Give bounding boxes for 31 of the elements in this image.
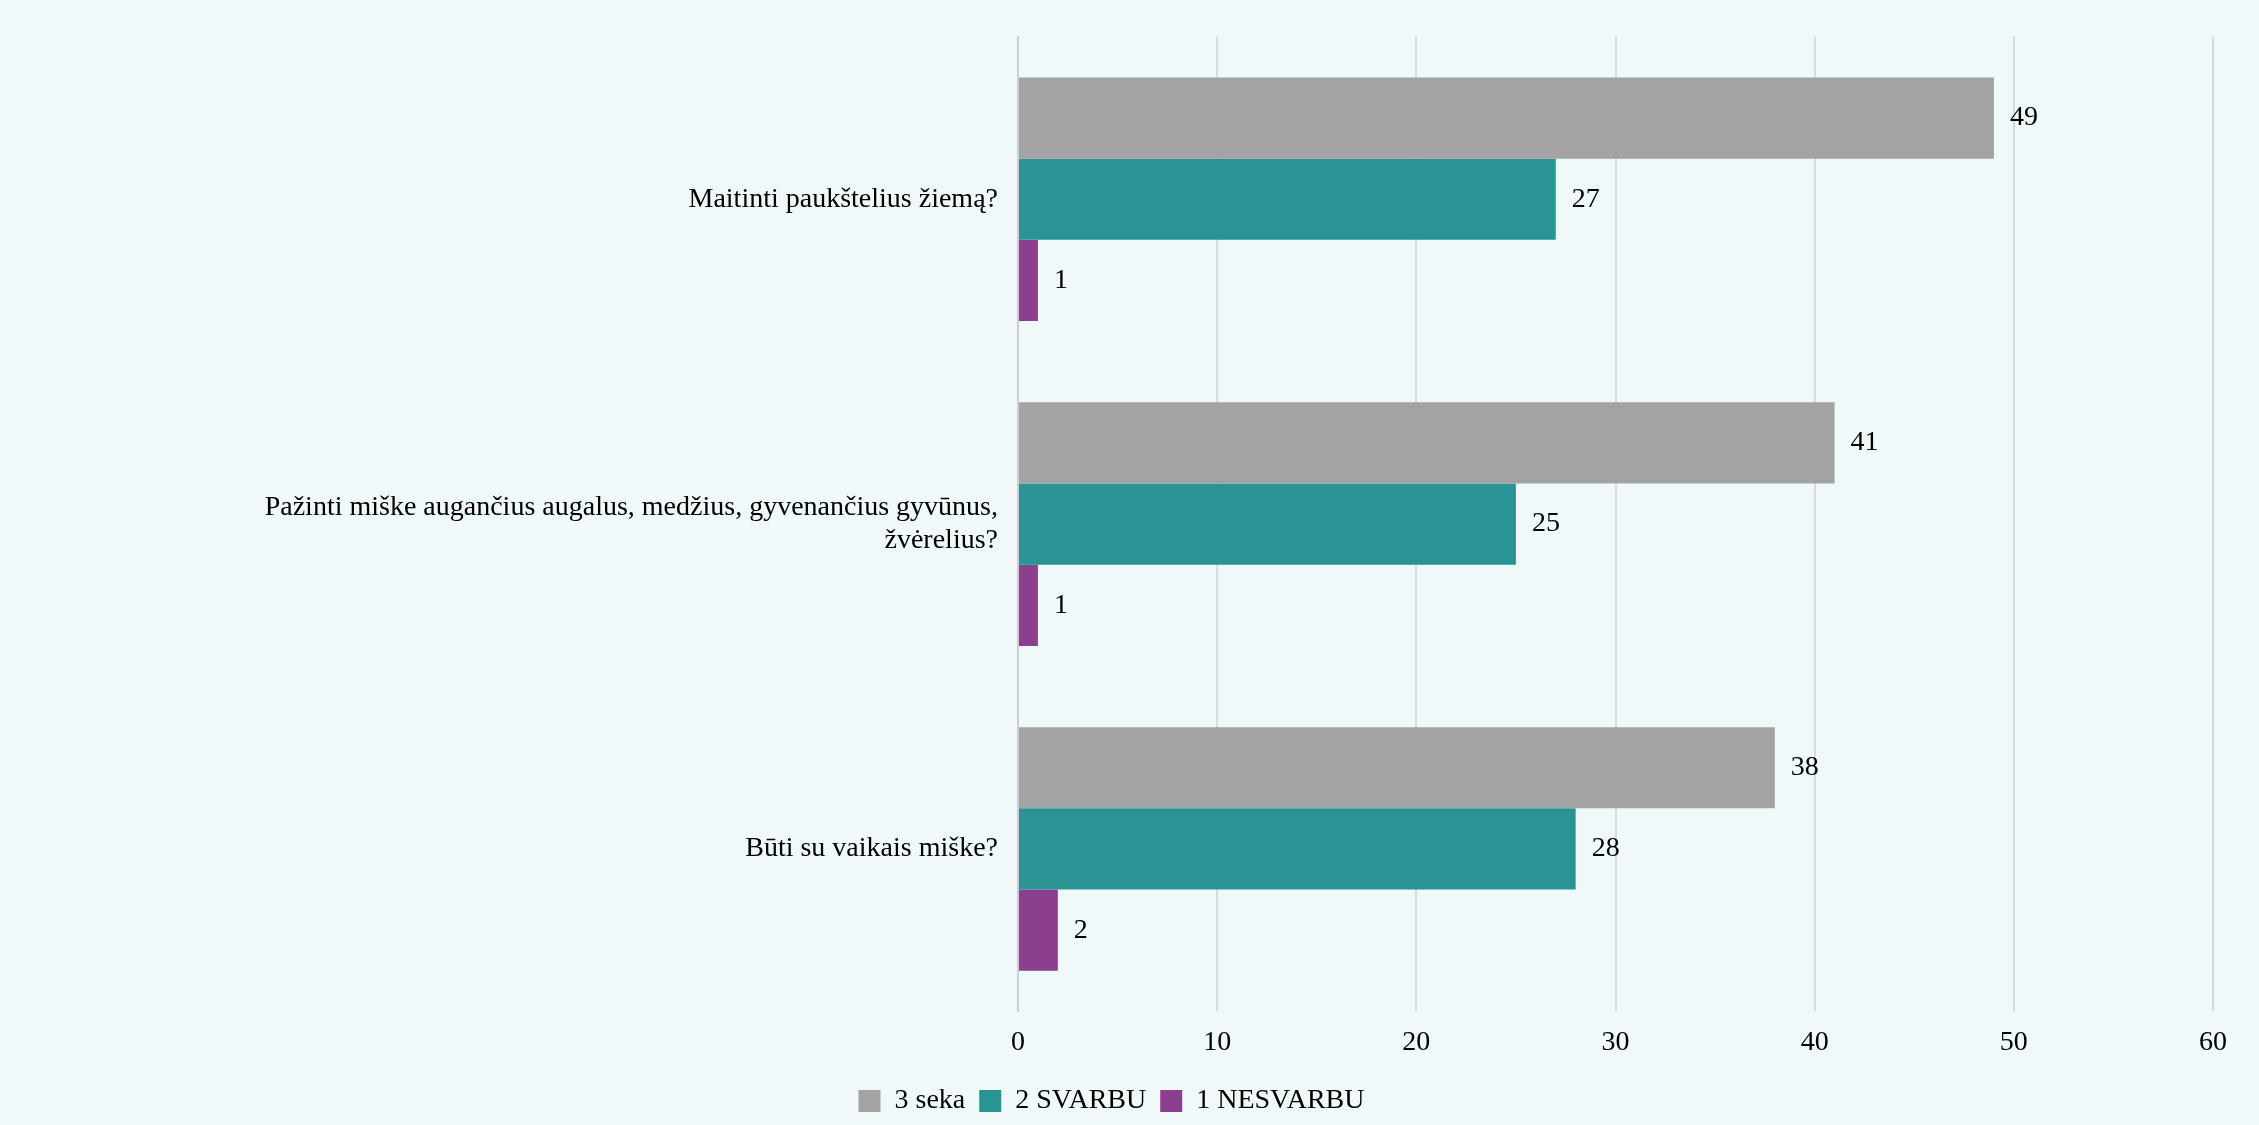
bar bbox=[1019, 402, 1835, 484]
data-label: 2 bbox=[1073, 912, 1088, 944]
bar bbox=[1019, 239, 1038, 322]
data-label: 41 bbox=[1850, 425, 1879, 457]
data-label: 49 bbox=[2009, 100, 2038, 132]
y-tick-label: Būti su vaikais miške? bbox=[745, 831, 998, 863]
data-label: 1 bbox=[1053, 262, 1068, 294]
legend-label: 3 seka bbox=[894, 1083, 966, 1115]
x-tick-label: 60 bbox=[2199, 1024, 2227, 1056]
bar bbox=[1019, 889, 1058, 971]
x-tick-label: 30 bbox=[1601, 1024, 1630, 1056]
bar bbox=[1019, 727, 1775, 809]
data-label: 1 bbox=[1053, 587, 1068, 619]
y-tick-label: Pažinti miške augančius augalus, medžius, gyvenančius gyvūnus, žvėrelius? bbox=[264, 489, 998, 555]
legend-label: 2 SVARBU bbox=[1015, 1083, 1147, 1115]
x-tick-label: 20 bbox=[1402, 1024, 1431, 1056]
data-label: 38 bbox=[1790, 750, 1819, 782]
x-tick-label: 40 bbox=[1800, 1024, 1829, 1056]
bar bbox=[1019, 564, 1038, 646]
x-tick-label: 10 bbox=[1203, 1024, 1232, 1056]
data-label: 28 bbox=[1591, 831, 1620, 863]
bar bbox=[1019, 808, 1576, 890]
bar bbox=[1019, 158, 1556, 240]
legend-label: 1 NESVARBU bbox=[1196, 1083, 1365, 1115]
bar bbox=[1019, 77, 1994, 159]
data-label: 25 bbox=[1531, 506, 1560, 538]
y-tick-label: Maitinti paukštelius žiemą? bbox=[688, 181, 998, 213]
data-label: 27 bbox=[1571, 181, 1600, 213]
x-tick-label: 0 bbox=[1011, 1024, 1025, 1056]
bar bbox=[1019, 483, 1516, 565]
x-tick-label: 50 bbox=[1999, 1024, 2028, 1056]
